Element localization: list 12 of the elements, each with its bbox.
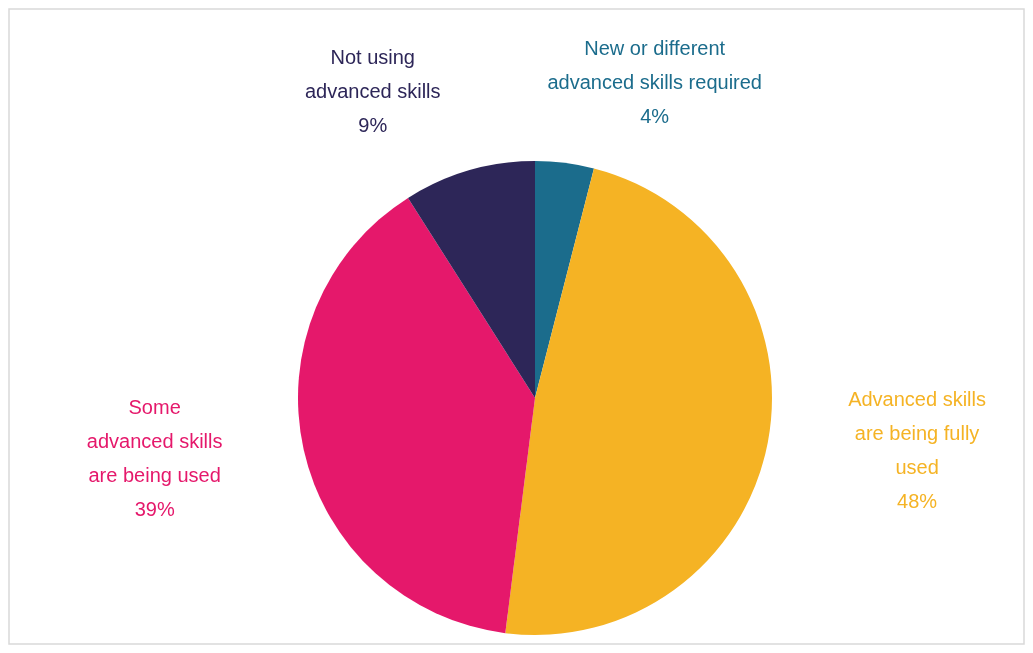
data-label: 39% (134, 498, 175, 521)
pie-slice (298, 197, 535, 634)
pie-slice (505, 168, 772, 635)
pie-slice (535, 161, 594, 398)
slice-label: New or different advanced skills required (547, 37, 762, 94)
data-label: 48% (897, 489, 938, 512)
slice-label: Some advanced skills are being used (86, 396, 223, 487)
data-label: 9% (358, 114, 388, 136)
pie-slice (408, 161, 535, 398)
slice-label: Advanced skills are being fully used (848, 387, 987, 478)
data-label: 4% (640, 105, 670, 128)
slice-label: Not using advanced skills (304, 46, 441, 102)
